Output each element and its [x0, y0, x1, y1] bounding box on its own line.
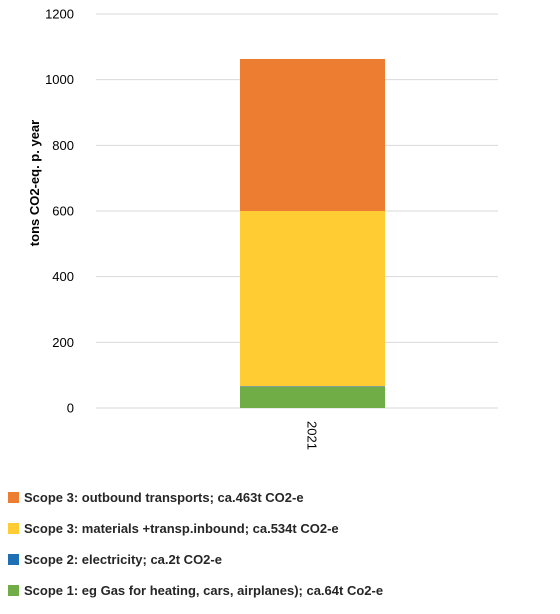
- stacked-bar-chart: 0 200 400 600 800 1000 1200 2021 tons CO2-eq. …: [27, 7, 498, 450]
- y-tick-label: 200: [52, 335, 74, 350]
- legend-item: Scope 3: outbound transports; ca.463t CO…: [8, 488, 558, 506]
- x-tick-label: 2021: [305, 421, 320, 450]
- legend-label: Scope 3: materials +transp.inbound; ca.5…: [24, 520, 339, 536]
- y-tick-label: 800: [52, 138, 74, 153]
- legend: Scope 3: outbound transports; ca.463t CO…: [8, 488, 558, 612]
- legend-swatch: [8, 584, 19, 596]
- legend-label: Scope 1: eg Gas for heating, cars, airpl…: [24, 582, 384, 598]
- legend-item: Scope 1: eg Gas for heating, cars, airpl…: [8, 581, 558, 599]
- y-tick-label: 1200: [45, 7, 74, 22]
- legend-item: Scope 3: materials +transp.inbound; ca.5…: [8, 519, 558, 537]
- bars: [240, 58, 385, 408]
- legend-label: Scope 3: outbound transports; ca.463t CO…: [24, 489, 304, 505]
- y-tick-label: 600: [52, 204, 74, 219]
- bar-segment-series-3: [240, 58, 385, 212]
- legend-swatch: [8, 491, 19, 503]
- y-tick-label: 1000: [45, 72, 74, 87]
- legend-label: Scope 2: electricity; ca.2t CO2-e: [24, 551, 222, 567]
- bar-segment-series-1: [240, 386, 385, 387]
- bar-segment-series-2: [240, 211, 385, 387]
- legend-item: Scope 2: electricity; ca.2t CO2-e: [8, 550, 558, 568]
- bar-segment-series-0: [240, 386, 385, 408]
- y-axis-title: tons CO2-eq. p. year: [27, 120, 42, 246]
- legend-swatch: [8, 553, 19, 565]
- y-axis-ticks: 0 200 400 600 800 1000 1200: [45, 7, 74, 416]
- legend-swatch: [8, 522, 19, 534]
- y-tick-label: 0: [67, 401, 74, 416]
- y-tick-label: 400: [52, 269, 74, 284]
- x-axis-ticks: 2021: [305, 421, 320, 450]
